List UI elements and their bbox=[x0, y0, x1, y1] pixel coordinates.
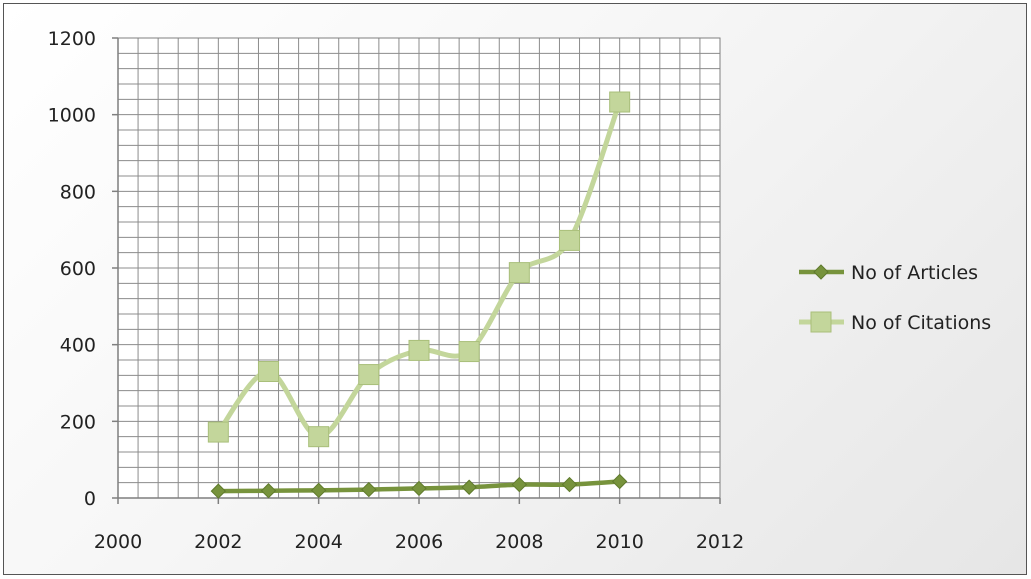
legend-label: No of Citations bbox=[851, 312, 991, 334]
legend-marker bbox=[810, 311, 832, 333]
y-tick-label: 0 bbox=[84, 488, 96, 510]
data-point bbox=[411, 480, 427, 497]
chart-svg: 2000 2002 2004 2006 2008 2010 2012 0 200 400 600 80… bbox=[48, 28, 992, 553]
series-no-of-citations bbox=[207, 91, 631, 448]
x-tick-label: 2010 bbox=[595, 531, 643, 553]
series-no-of-articles bbox=[210, 473, 628, 499]
data-point bbox=[308, 426, 330, 448]
x-tick-label: 2012 bbox=[696, 531, 744, 553]
tick-labels: 2000 2002 2004 2006 2008 2010 2012 0 200 400 600 80… bbox=[48, 28, 745, 553]
x-tick-label: 2004 bbox=[294, 531, 342, 553]
legend-item: No of Articles bbox=[799, 262, 978, 284]
y-tick-label: 200 bbox=[60, 411, 96, 433]
y-tick-label: 400 bbox=[60, 335, 96, 357]
x-tick-label: 2002 bbox=[194, 531, 242, 553]
plot-grid bbox=[117, 37, 721, 499]
y-tick-label: 1200 bbox=[48, 28, 96, 50]
y-tick-label: 800 bbox=[60, 181, 96, 203]
data-point bbox=[508, 262, 530, 284]
legend-item: No of Citations bbox=[799, 311, 991, 334]
x-tick-label: 2006 bbox=[395, 531, 443, 553]
data-point bbox=[458, 341, 480, 363]
data-point bbox=[609, 91, 631, 113]
series-layer bbox=[207, 91, 631, 499]
data-point bbox=[358, 364, 380, 386]
y-tick-label: 1000 bbox=[48, 105, 96, 127]
legend: No of Articles No of Citations bbox=[799, 262, 991, 334]
data-point bbox=[561, 476, 578, 493]
data-point bbox=[461, 479, 477, 495]
x-tick-label: 2000 bbox=[94, 531, 142, 553]
data-point bbox=[310, 482, 327, 499]
data-point bbox=[559, 229, 580, 251]
x-tick-label: 2008 bbox=[495, 531, 543, 553]
data-point bbox=[260, 483, 277, 499]
data-point bbox=[408, 339, 430, 361]
legend-label: No of Articles bbox=[851, 262, 978, 284]
data-point bbox=[258, 361, 279, 382]
data-point bbox=[210, 483, 227, 499]
data-point bbox=[361, 481, 377, 498]
data-point bbox=[511, 476, 528, 493]
legend-marker bbox=[813, 264, 829, 280]
data-point bbox=[611, 473, 628, 490]
chart-area: 2000 2002 2004 2006 2008 2010 2012 0 200 400 600 80… bbox=[3, 3, 1027, 575]
y-tick-label: 600 bbox=[60, 258, 96, 280]
data-point bbox=[207, 421, 229, 443]
